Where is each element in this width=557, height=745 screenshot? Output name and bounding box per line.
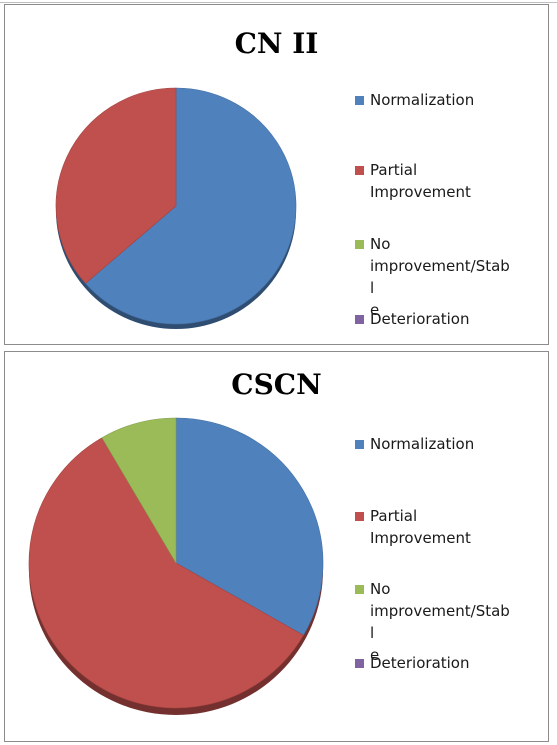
legend-label: Normalization (370, 435, 475, 453)
legend-label: No improvement/Stabl e (370, 235, 510, 319)
chart-panel-cn-ii: CN II Normalization Partial Improvement … (4, 4, 549, 345)
legend-label: No improvement/Stabl e (370, 580, 510, 664)
pie-slice-partial-improvement (55, 87, 177, 284)
legend-swatch (355, 240, 364, 249)
pie-slice-partial-improvement (28, 437, 304, 709)
pie-slice-no-improvement-stable (101, 417, 177, 565)
chart-panel-cscn: CSCN Normalization Partial Improvement N… (4, 351, 549, 742)
pie-slice-normalization (85, 87, 297, 325)
pie-chart-cn-ii (55, 87, 297, 329)
legend-swatch (355, 659, 364, 668)
legend-swatch (355, 166, 364, 175)
legend-label: Partial Improvement (370, 507, 471, 547)
legend-swatch (355, 440, 364, 449)
chart-title: CN II (234, 27, 319, 60)
chart-title: CSCN (231, 368, 322, 401)
legend-label: Normalization (370, 91, 475, 109)
legend-swatch (355, 315, 364, 324)
legend-swatch (355, 512, 364, 521)
legend-swatch (355, 96, 364, 105)
pie-slice-normalization (175, 417, 324, 636)
legend-label: Partial Improvement (370, 161, 471, 201)
legend-label: Deterioration (370, 310, 470, 328)
pie-chart-cscn (28, 417, 324, 715)
top-divider (0, 2, 557, 3)
legend-label: Deterioration (370, 654, 470, 672)
legend-swatch (355, 585, 364, 594)
